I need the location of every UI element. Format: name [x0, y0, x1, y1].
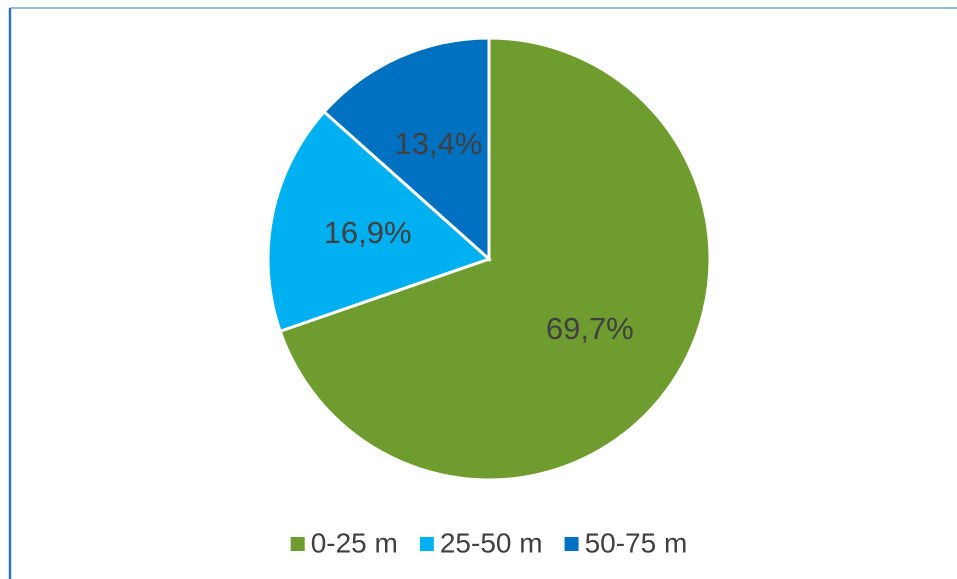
- pie-slice: [322, 36, 491, 263]
- pie-slice: [266, 109, 492, 334]
- legend-swatch: [564, 537, 579, 551]
- legend-label: 25-50 m: [440, 527, 543, 558]
- legend-label: 50-75 m: [585, 527, 688, 558]
- data-label: 13,4%: [394, 126, 482, 161]
- data-label: 16,9%: [324, 215, 412, 250]
- pie-slice: [278, 36, 712, 482]
- legend-swatch: [290, 537, 305, 551]
- data-label: 69,7%: [546, 311, 634, 346]
- legend-label: 0-25 m: [311, 527, 398, 558]
- legend-swatch: [419, 537, 434, 551]
